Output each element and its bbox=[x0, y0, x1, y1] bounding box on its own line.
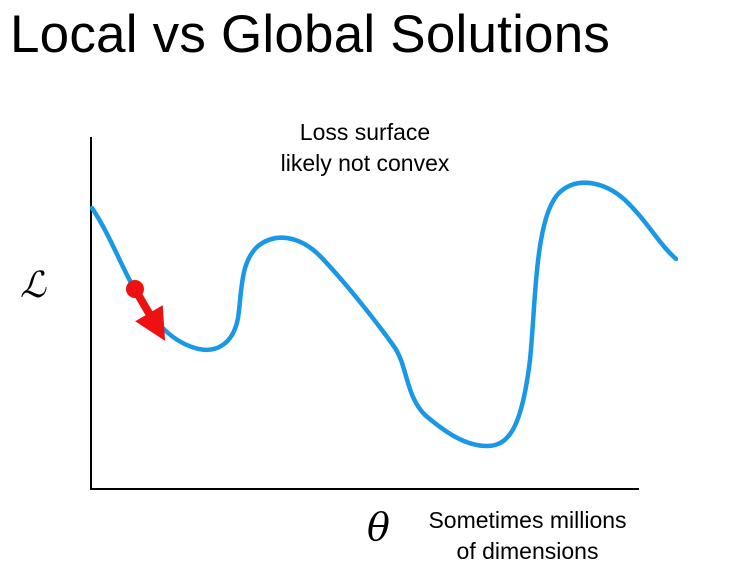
dimensions-annotation: Sometimes millions of dimensions bbox=[405, 505, 650, 566]
current-point-marker bbox=[126, 280, 144, 298]
slide-title: Local vs Global Solutions bbox=[10, 5, 611, 64]
loss-surface-annotation: Loss surface likely not convex bbox=[240, 117, 490, 178]
annotation-line: likely not convex bbox=[280, 149, 450, 176]
annotation-line: Sometimes millions bbox=[428, 507, 627, 533]
loss-curve bbox=[89, 180, 679, 449]
descent-arrow bbox=[132, 288, 166, 341]
annotation-line: Loss surface bbox=[299, 119, 431, 145]
annotation-line: of dimensions bbox=[456, 537, 599, 564]
y-axis-label: ℒ bbox=[20, 265, 46, 306]
x-axis-label: θ bbox=[367, 505, 390, 549]
